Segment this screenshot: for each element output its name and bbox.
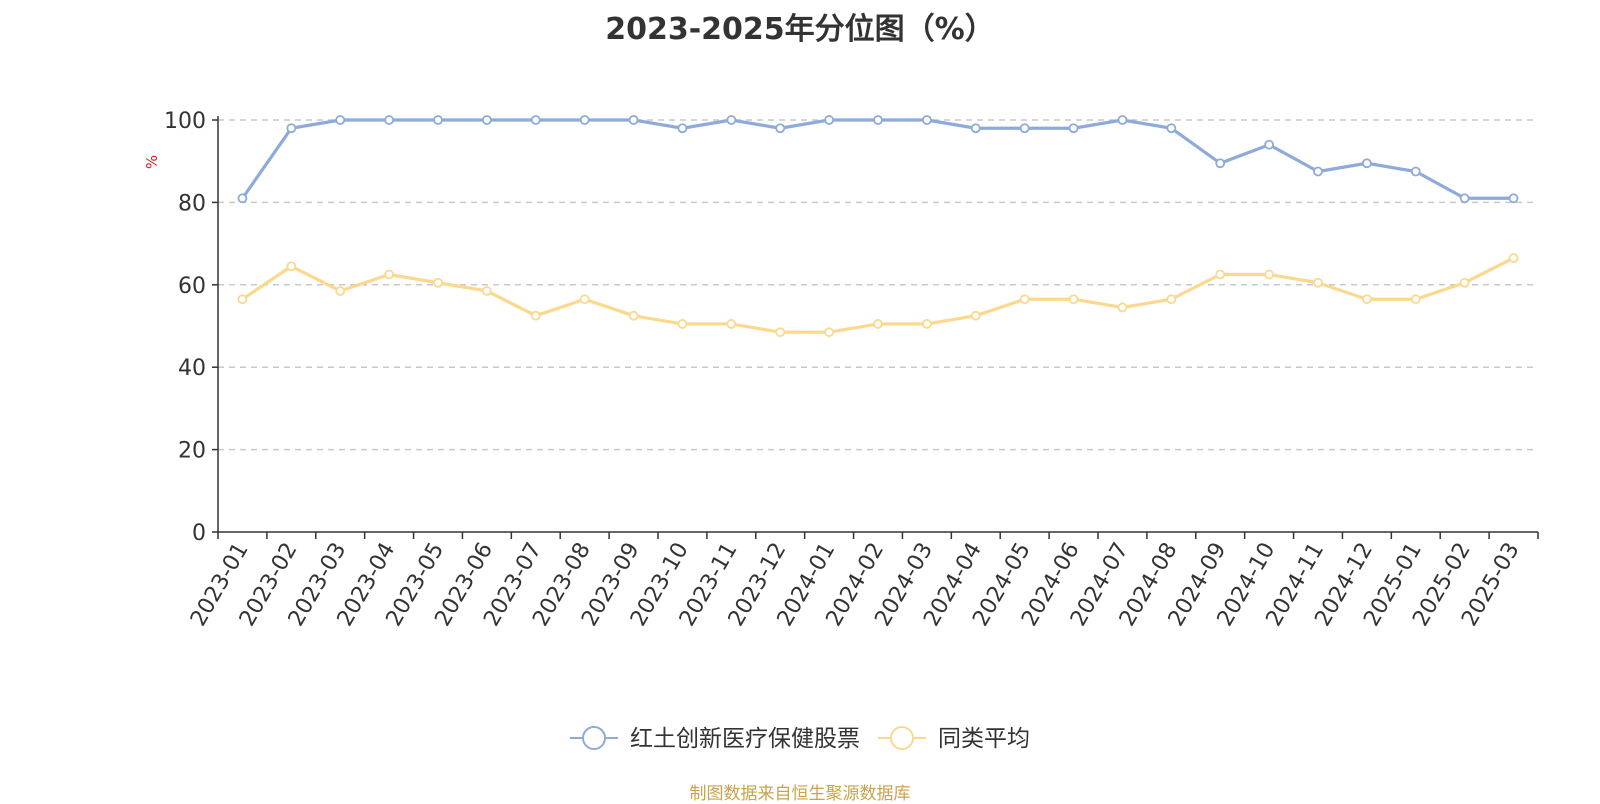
data-point[interactable] [873, 319, 883, 329]
data-point[interactable] [237, 193, 248, 204]
y-tick-label: 20 [178, 439, 206, 464]
axis-layer: 0204060801002023-012023-022023-032023-04… [164, 109, 1539, 631]
data-point[interactable] [384, 115, 395, 125]
series-layer [237, 115, 1519, 338]
data-point[interactable] [1264, 269, 1275, 280]
data-point[interactable] [1117, 115, 1128, 125]
legend-marker [582, 726, 606, 750]
data-point[interactable] [824, 327, 835, 338]
legend-label: 同类平均 [938, 726, 1030, 752]
data-point[interactable] [873, 115, 883, 125]
data-point[interactable] [677, 123, 688, 134]
data-point[interactable] [237, 294, 248, 305]
data-point[interactable] [1264, 139, 1275, 150]
data-point[interactable] [1410, 166, 1421, 177]
data-point[interactable] [1215, 269, 1226, 280]
data-point[interactable] [335, 115, 346, 125]
data-point[interactable] [1410, 294, 1421, 305]
data-point[interactable] [921, 115, 932, 125]
data-point[interactable] [970, 310, 981, 321]
data-point[interactable] [1459, 277, 1470, 288]
legend-marker [890, 726, 914, 750]
data-point[interactable] [824, 115, 835, 125]
y-tick-label: 80 [178, 191, 206, 216]
data-point[interactable] [1117, 302, 1128, 313]
legend[interactable]: 红土创新医疗保健股票 同类平均 [570, 726, 1030, 752]
data-point[interactable] [1508, 253, 1519, 263]
series-line [241, 118, 1514, 200]
data-point[interactable] [1019, 123, 1030, 134]
data-point[interactable] [1313, 277, 1323, 288]
data-point[interactable] [1215, 158, 1226, 169]
data-point[interactable] [677, 319, 688, 329]
data-point[interactable] [530, 310, 541, 321]
data-point[interactable] [1166, 123, 1177, 134]
data-point[interactable] [1019, 294, 1030, 305]
data-point[interactable] [1361, 294, 1372, 305]
legend-label: 红土创新医疗保健股票 [630, 726, 860, 752]
data-point[interactable] [1068, 294, 1079, 305]
data-point[interactable] [628, 115, 639, 125]
y-axis-unit-label: % [143, 155, 161, 169]
chart-title: 2023-2025年分位图（%） [605, 12, 995, 47]
data-point[interactable] [1508, 193, 1519, 204]
data-point[interactable] [286, 261, 297, 272]
data-point[interactable] [1459, 193, 1470, 204]
y-tick-label: 100 [164, 109, 206, 134]
data-point[interactable] [921, 319, 932, 329]
data-point[interactable] [481, 286, 492, 296]
y-tick-label: 40 [178, 356, 206, 381]
data-point[interactable] [286, 123, 297, 134]
data-point[interactable] [579, 294, 590, 305]
data-point[interactable] [628, 310, 639, 321]
data-point[interactable] [384, 269, 395, 280]
data-point[interactable] [726, 319, 737, 329]
data-point[interactable] [775, 327, 786, 338]
y-tick-label: 0 [192, 521, 206, 546]
data-point[interactable] [1068, 123, 1079, 134]
data-point[interactable] [775, 123, 786, 134]
legend-item[interactable]: 同类平均 [878, 726, 1030, 752]
data-point[interactable] [970, 123, 981, 134]
data-point[interactable] [481, 115, 492, 125]
data-point[interactable] [726, 115, 737, 125]
data-point[interactable] [335, 286, 346, 296]
source-note: 制图数据来自恒生聚源数据库 [689, 784, 911, 804]
data-point[interactable] [1361, 158, 1372, 169]
data-point[interactable] [530, 115, 541, 125]
legend-item[interactable]: 红土创新医疗保健股票 [570, 726, 860, 752]
data-point[interactable] [579, 115, 590, 125]
grid-layer [218, 119, 1538, 451]
data-point[interactable] [433, 277, 443, 288]
y-tick-label: 60 [178, 274, 206, 299]
data-point[interactable] [433, 115, 443, 125]
data-point[interactable] [1313, 166, 1323, 177]
data-point[interactable] [1166, 294, 1177, 305]
